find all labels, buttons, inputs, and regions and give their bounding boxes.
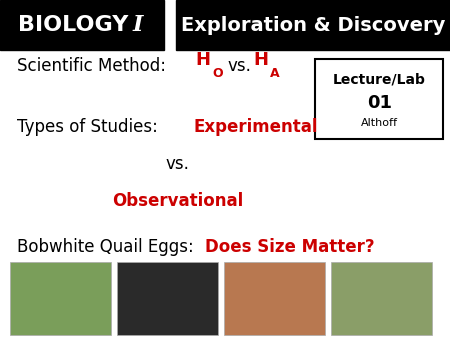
- Text: BIOLOGY: BIOLOGY: [18, 15, 128, 35]
- Text: Does Size Matter?: Does Size Matter?: [205, 238, 374, 256]
- Text: H: H: [196, 51, 211, 69]
- Text: Bobwhite Quail Eggs:: Bobwhite Quail Eggs:: [17, 238, 194, 256]
- FancyBboxPatch shape: [117, 262, 218, 335]
- Text: Types of Studies:: Types of Studies:: [17, 118, 158, 136]
- Text: Scientific Method:: Scientific Method:: [17, 57, 166, 75]
- Text: O: O: [212, 67, 223, 80]
- FancyBboxPatch shape: [224, 262, 325, 335]
- Text: Exploration & Discovery: Exploration & Discovery: [180, 16, 445, 34]
- Text: I: I: [133, 14, 143, 36]
- FancyBboxPatch shape: [331, 262, 432, 335]
- FancyBboxPatch shape: [315, 59, 443, 139]
- FancyBboxPatch shape: [176, 0, 450, 50]
- Text: vs.: vs.: [227, 57, 251, 75]
- Text: Althoff: Althoff: [360, 118, 398, 128]
- Text: H: H: [253, 51, 268, 69]
- FancyBboxPatch shape: [10, 262, 111, 335]
- Text: Observational: Observational: [112, 192, 243, 210]
- Text: A: A: [270, 67, 279, 80]
- Text: Lecture/Lab: Lecture/Lab: [333, 73, 426, 87]
- Text: vs.: vs.: [166, 155, 190, 173]
- Text: 01: 01: [367, 94, 392, 112]
- Text: Experimental: Experimental: [194, 118, 318, 136]
- FancyBboxPatch shape: [0, 0, 164, 50]
